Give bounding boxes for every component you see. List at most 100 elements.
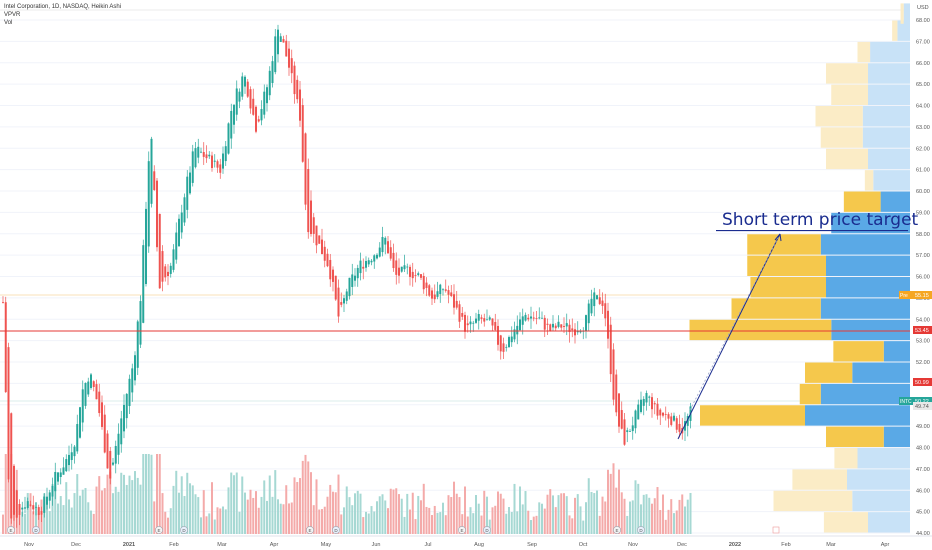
candle-body: [48, 492, 51, 501]
vp-up-bar: [862, 106, 910, 127]
vp-up-bar: [831, 212, 910, 234]
volume-bar: [398, 494, 400, 534]
vp-up-bar: [868, 148, 910, 170]
vp-down-bar: [731, 298, 821, 319]
volume-bar: [447, 495, 450, 534]
price-tick-label: 56.00: [916, 275, 930, 281]
volume-bar: [224, 509, 227, 534]
volume-bar: [340, 514, 343, 534]
price-tick-label: 62.00: [916, 146, 930, 152]
volume-bar: [450, 497, 453, 534]
candle-body: [84, 382, 87, 406]
candle-body: [387, 241, 389, 254]
volume-bar: [576, 494, 579, 534]
volume-bar: [378, 496, 381, 534]
volume-bar: [307, 461, 310, 534]
candle-body: [505, 346, 508, 348]
candle-body: [164, 266, 167, 278]
volume-bar: [315, 479, 318, 534]
candle-body: [356, 267, 359, 279]
candle-body: [601, 300, 604, 306]
volume-bar: [637, 483, 640, 534]
volume-bar: [48, 511, 51, 534]
time-axis[interactable]: Nov Dec 2021 Feb Mar Apr May Jun Jul Aug Sep Oct Nov…: [0, 535, 932, 548]
volume-bar: [579, 506, 582, 534]
volume-bar: [208, 513, 211, 534]
volume-bar: [351, 505, 354, 534]
volume-bar: [362, 517, 365, 534]
candle-body: [211, 155, 213, 168]
volume-bar: [62, 505, 65, 534]
candle-body: [491, 318, 494, 326]
volume-bar: [257, 507, 260, 534]
volume-bar: [59, 496, 62, 534]
price-tick-label: 65.00: [916, 82, 930, 88]
candle-body: [428, 285, 431, 296]
vp-up-bar: [805, 405, 910, 426]
time-tick-label: Jun: [372, 542, 381, 548]
vp-up-bar: [880, 191, 910, 212]
volume-bar: [167, 517, 169, 534]
candle-body: [290, 58, 293, 74]
volume-bar: [73, 493, 76, 534]
volume-bar: [618, 469, 620, 534]
vp-down-bar: [805, 362, 853, 383]
candle-body: [656, 403, 659, 416]
candle-body: [376, 254, 378, 259]
marker-tag-label: INTC: [900, 399, 912, 405]
volume-bar: [76, 474, 79, 534]
volume-bar: [535, 515, 538, 534]
candle-body: [557, 321, 560, 327]
price-tick-label: 58.00: [916, 232, 930, 238]
candle-body: [92, 381, 95, 387]
candle-body: [219, 164, 222, 173]
candle-body: [279, 36, 282, 42]
volume-bar: [530, 520, 532, 534]
volume-bar: [389, 488, 392, 534]
candle-body: [447, 290, 450, 295]
vp-up-bar: [883, 426, 910, 447]
vp-down-bar: [747, 234, 821, 255]
vp-up-bar: [847, 469, 910, 490]
volume-bar: [103, 488, 106, 534]
volume-bar: [164, 511, 167, 534]
volume-bar: [477, 503, 480, 534]
candle-body: [172, 249, 175, 270]
candle-body: [136, 321, 139, 368]
volume-bar: [337, 474, 340, 534]
vpvr-indicator-label[interactable]: VPVR: [4, 12, 21, 18]
candle-body: [384, 237, 387, 245]
candle-body: [114, 445, 117, 464]
candle-body: [634, 410, 637, 429]
time-tick-label: 2022: [729, 542, 741, 548]
candle-body: [167, 271, 169, 277]
volume-bar: [145, 454, 147, 534]
volume-bar: [640, 504, 642, 534]
volume-bar: [574, 497, 576, 534]
volume-bar: [37, 512, 40, 534]
candle-body: [392, 252, 395, 269]
symbol-title[interactable]: Intel Corporation, 1D, NASDAQ, Heikin As…: [4, 4, 122, 10]
candle-body: [87, 381, 90, 395]
volume-indicator-label[interactable]: Vol: [4, 20, 13, 26]
candle-body: [103, 414, 106, 453]
candle-body: [546, 323, 549, 325]
candle-body: [43, 496, 46, 513]
volume-bar: [277, 499, 279, 534]
candle-body: [101, 402, 103, 427]
candle-body: [329, 259, 332, 280]
volume-bar: [296, 482, 299, 534]
volume-bar: [348, 497, 351, 534]
event-marker-label: E: [460, 528, 463, 533]
volume-bar: [543, 508, 546, 534]
volume-bar: [612, 463, 615, 534]
candle-body: [90, 374, 92, 388]
event-marker-label: E: [308, 528, 311, 533]
volume-bar: [310, 472, 312, 534]
candle-body: [109, 450, 112, 479]
candle-body: [161, 251, 164, 282]
price-tick-label: 45.00: [916, 510, 930, 516]
